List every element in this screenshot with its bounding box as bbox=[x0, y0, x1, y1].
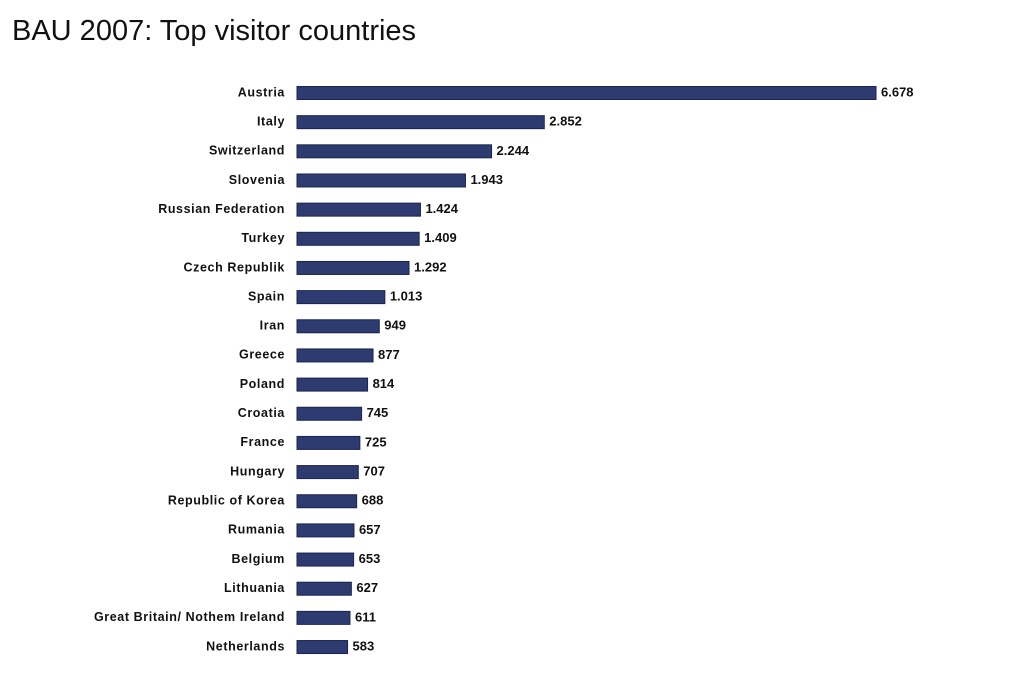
value-label: 814 bbox=[373, 376, 395, 391]
category-label: Slovenia bbox=[229, 173, 286, 187]
value-label: 657 bbox=[359, 522, 381, 537]
category-label: Great Britain/ Nothem Ireland bbox=[94, 610, 285, 624]
category-label: Rumania bbox=[228, 523, 285, 537]
value-label: 877 bbox=[378, 347, 400, 362]
value-label: 1.424 bbox=[425, 201, 458, 216]
value-label: 745 bbox=[367, 405, 389, 420]
category-label: Spain bbox=[248, 289, 285, 303]
value-label: 1.409 bbox=[424, 230, 457, 245]
category-label: Greece bbox=[239, 348, 285, 362]
bar bbox=[296, 348, 374, 363]
bar bbox=[296, 523, 355, 538]
category-label: Lithuania bbox=[224, 581, 285, 595]
category-label: Austria bbox=[238, 85, 286, 99]
category-label: Russian Federation bbox=[158, 202, 285, 216]
value-label: 707 bbox=[363, 464, 385, 479]
category-label: Belgium bbox=[231, 552, 285, 566]
category-label: Republic of Korea bbox=[168, 494, 286, 508]
value-label: 6.678 bbox=[881, 84, 914, 99]
bar bbox=[296, 465, 359, 480]
category-label: Italy bbox=[257, 114, 285, 128]
bar bbox=[296, 319, 380, 334]
category-label: Turkey bbox=[241, 231, 285, 245]
value-label: 1.013 bbox=[390, 289, 423, 304]
value-label: 627 bbox=[356, 580, 378, 595]
chart-title: BAU 2007: Top visitor countries bbox=[12, 15, 416, 47]
category-label: Switzerland bbox=[209, 144, 285, 158]
bar bbox=[296, 640, 349, 655]
category-label: Czech Republik bbox=[184, 260, 285, 274]
bar bbox=[296, 202, 421, 217]
value-label: 688 bbox=[362, 493, 384, 508]
bar bbox=[296, 86, 877, 100]
bar bbox=[296, 406, 363, 421]
bar bbox=[296, 115, 545, 130]
value-label: 2.244 bbox=[497, 143, 530, 158]
category-label: France bbox=[240, 435, 285, 449]
bar bbox=[296, 610, 351, 625]
value-label: 1.943 bbox=[470, 172, 503, 187]
category-label: Hungary bbox=[230, 464, 285, 478]
bar bbox=[296, 231, 420, 246]
category-label: Netherlands bbox=[206, 639, 285, 653]
bar bbox=[296, 173, 466, 188]
category-label: Iran bbox=[260, 319, 285, 333]
bar bbox=[296, 260, 410, 275]
bar bbox=[296, 377, 369, 392]
bar bbox=[296, 581, 352, 596]
value-label: 2.852 bbox=[549, 114, 582, 129]
bar bbox=[296, 494, 358, 509]
value-label: 725 bbox=[365, 434, 387, 449]
value-label: 653 bbox=[359, 551, 381, 566]
value-label: 1.292 bbox=[414, 259, 447, 274]
category-label: Croatia bbox=[238, 406, 286, 420]
value-label: 611 bbox=[355, 609, 376, 624]
value-label: 583 bbox=[353, 638, 375, 653]
bar bbox=[296, 435, 361, 450]
value-label: 949 bbox=[384, 318, 406, 333]
bar bbox=[296, 290, 386, 305]
bar bbox=[296, 144, 493, 159]
category-label: Poland bbox=[240, 377, 285, 391]
bar bbox=[296, 552, 355, 567]
